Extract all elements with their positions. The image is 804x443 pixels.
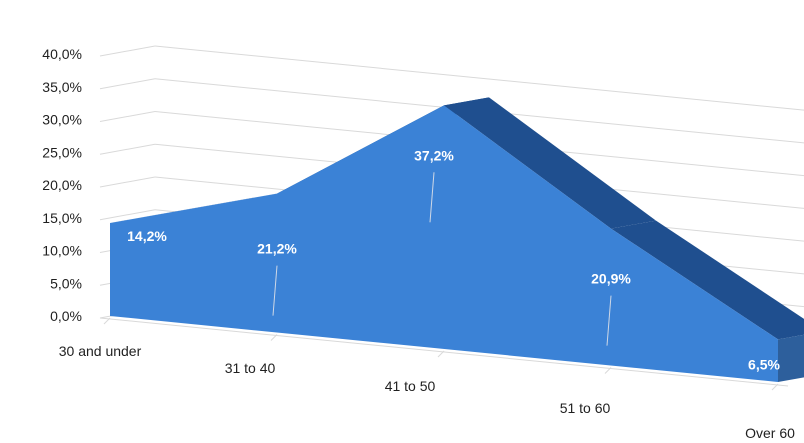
data-label-leader xyxy=(429,172,435,223)
gridline-depth xyxy=(99,111,156,122)
x-axis-line xyxy=(99,317,789,387)
area-top-segment xyxy=(611,220,804,340)
y-tick-label: 20,0% xyxy=(42,177,82,193)
gridline-depth xyxy=(99,143,156,155)
x-tick-label: 31 to 40 xyxy=(225,360,276,376)
area-front-face xyxy=(110,105,778,382)
y-tick-label: 5,0% xyxy=(50,275,82,291)
area-top-segment xyxy=(110,185,322,223)
y-tick-label: 15,0% xyxy=(42,210,82,226)
gridline-depth xyxy=(99,78,156,90)
y-tick-label: 0,0% xyxy=(50,308,82,324)
x-axis: 30 and under 31 to 40 41 to 50 51 to 60 Over… xyxy=(59,317,795,441)
area-series xyxy=(110,97,804,382)
y-tick-label: 35,0% xyxy=(42,79,82,95)
y-tick-label: 10,0% xyxy=(42,243,82,259)
data-label: 21,2% xyxy=(257,241,297,257)
area-side-face xyxy=(778,334,804,382)
data-label: 6,5% xyxy=(748,356,780,372)
data-label-leader xyxy=(272,265,278,316)
x-tick-label: 41 to 50 xyxy=(385,378,436,394)
gridline-depth xyxy=(99,45,156,57)
x-tick-label: 30 and under xyxy=(59,343,142,359)
gridline xyxy=(154,45,804,111)
y-tick-label: 25,0% xyxy=(42,144,82,160)
gridline-depth xyxy=(99,176,156,188)
data-label-leaders xyxy=(272,172,612,346)
data-label-leader xyxy=(606,295,612,346)
data-labels: 14,2% 21,2% 37,2% 20,9% 6,5% xyxy=(127,147,780,372)
data-label: 37,2% xyxy=(414,147,454,163)
x-tick-label: Over 60 xyxy=(745,425,795,441)
data-label: 20,9% xyxy=(591,271,631,287)
y-tick-label: 30,0% xyxy=(42,112,82,128)
gridline-depth xyxy=(99,209,156,221)
y-tick-label: 40,0% xyxy=(42,46,82,62)
x-tick-label: 51 to 60 xyxy=(560,400,611,416)
y-axis: 0,0% 5,0% 10,0% 15,0% 20,0% 25,0% 30,0% 35,0% 40… xyxy=(42,46,82,324)
data-label: 14,2% xyxy=(127,228,167,244)
area-top-segment xyxy=(444,97,656,229)
